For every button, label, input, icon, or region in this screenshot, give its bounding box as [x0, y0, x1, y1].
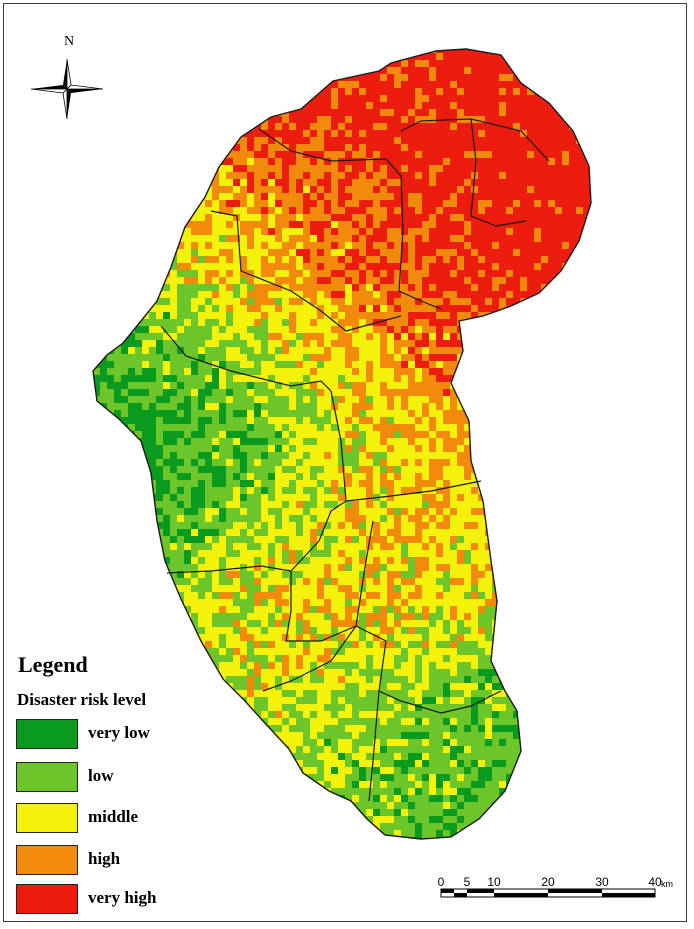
scale-tick: 20: [541, 875, 555, 889]
risk-map: [30, 48, 656, 898]
scale-tick: 5: [463, 875, 471, 889]
legend-title: Legend: [18, 652, 88, 677]
legend-label: middle: [88, 807, 139, 826]
scale-tick: 0: [437, 875, 445, 889]
scale-tick: 10: [487, 875, 501, 889]
legend-item-low: low: [16, 762, 276, 792]
legend-label: high: [88, 849, 121, 868]
legend-item-very-low: very low: [16, 719, 276, 749]
legend-swatch-low: [16, 762, 78, 792]
compass-rose-icon: [30, 58, 104, 120]
north-label: N: [64, 34, 75, 49]
map-frame: N Legend Disaster risk level very low lo…: [3, 3, 687, 922]
legend-subtitle: Disaster risk level: [17, 690, 147, 709]
legend-item-middle: middle: [16, 803, 276, 833]
legend-swatch-high: [16, 845, 78, 875]
district-boundaries: [160, 118, 550, 802]
scale-tick: 40: [648, 875, 662, 889]
scale-unit: km: [661, 879, 673, 889]
legend-label: low: [88, 766, 114, 785]
scale-tick: 30: [595, 875, 609, 889]
legend-label: very high: [88, 888, 157, 907]
legend-label: very low: [88, 723, 150, 742]
legend-swatch-very-low: [16, 719, 78, 749]
legend-item-very-high: very high: [16, 884, 276, 914]
legend-swatch-middle: [16, 803, 78, 833]
scale-bar: [440, 888, 656, 898]
legend-item-high: high: [16, 845, 276, 875]
legend-swatch-very-high: [16, 884, 78, 914]
